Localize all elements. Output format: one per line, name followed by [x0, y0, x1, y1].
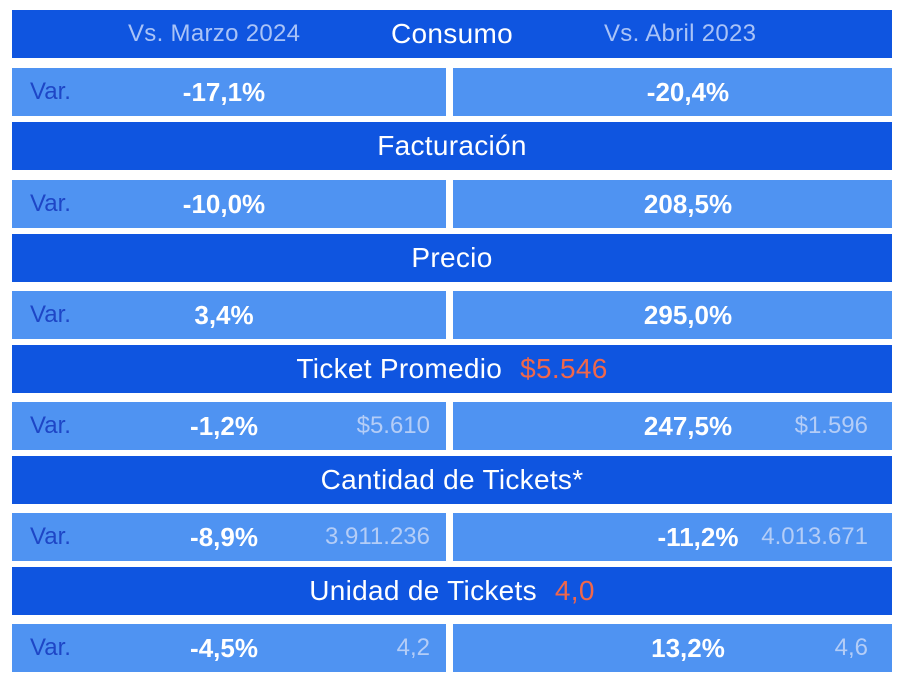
section-header-cantidad-tickets: Cantidad de Tickets* — [12, 456, 892, 504]
variation-percent: 247,5% — [643, 411, 733, 441]
variation-percent: 208,5% — [643, 189, 733, 219]
variation-percent: 13,2% — [651, 633, 725, 663]
variation-percent: -8,9% — [190, 522, 258, 552]
section-title: Unidad de Tickets — [309, 575, 537, 606]
var-label: Var. — [30, 523, 71, 550]
variation-cell-right: 247,5% $1.596 — [453, 402, 892, 450]
section-title: Facturación — [377, 130, 527, 161]
reference-value: $1.596 — [794, 412, 868, 439]
variation-cell-right: 295,0% — [453, 291, 892, 339]
var-label: Var. — [30, 412, 71, 439]
variation-percent: 295,0% — [643, 300, 733, 330]
section-header-facturacion: Facturación — [12, 122, 892, 170]
variation-cell-left: Var. -17,1% — [12, 68, 446, 116]
reference-value: 4,2 — [396, 634, 430, 661]
variation-percent: -11,2% — [657, 522, 739, 552]
reference-value: 4,6 — [834, 634, 868, 661]
current-value-highlight: $5.546 — [520, 353, 608, 384]
section-title: Ticket Promedio — [296, 353, 503, 384]
reference-value: $5.610 — [356, 412, 430, 439]
variation-cell-right: 208,5% — [453, 180, 892, 228]
variation-percent: -4,5% — [190, 633, 258, 663]
variation-cell-left: Var. -10,0% — [12, 180, 446, 228]
section-title: Precio — [411, 242, 493, 273]
comparison-label-march-2024: Vs. Marzo 2024 — [128, 20, 301, 47]
section-title: Cantidad de Tickets* — [320, 464, 584, 495]
var-label: Var. — [30, 301, 71, 328]
variation-cell-right: -20,4% — [453, 68, 892, 116]
section-title: Consumo — [391, 18, 513, 49]
variation-cell-left: Var. 3,4% — [12, 291, 446, 339]
reference-value: 4.013.671 — [761, 523, 868, 550]
var-label: Var. — [30, 190, 71, 217]
section-header-ticket-promedio: Ticket Promedio $5.546 — [12, 345, 892, 393]
section-header-unidad-tickets: Unidad de Tickets 4,0 — [12, 567, 892, 615]
variation-cell-right: 13,2% 4,6 — [453, 624, 892, 672]
variation-percent: -10,0% — [182, 189, 266, 219]
variation-cell-left: Var. -1,2% $5.610 — [12, 402, 446, 450]
variation-cell-left: Var. -4,5% 4,2 — [12, 624, 446, 672]
variation-percent: -17,1% — [182, 77, 266, 107]
section-header-precio: Precio — [12, 234, 892, 282]
variation-percent: 3,4% — [194, 300, 254, 330]
var-label: Var. — [30, 634, 71, 661]
current-value-highlight: 4,0 — [554, 575, 595, 606]
variation-percent: -20,4% — [646, 77, 730, 107]
comparison-label-april-2023: Vs. Abril 2023 — [604, 20, 757, 47]
var-label: Var. — [30, 78, 71, 105]
variation-cell-right: -11,2% 4.013.671 — [453, 513, 892, 561]
section-header-consumo: Vs. Marzo 2024 Consumo Vs. Abril 2023 — [12, 10, 892, 58]
variation-percent: -1,2% — [190, 411, 258, 441]
variation-cell-left: Var. -8,9% 3.911.236 — [12, 513, 446, 561]
reference-value: 3.911.236 — [325, 523, 430, 550]
